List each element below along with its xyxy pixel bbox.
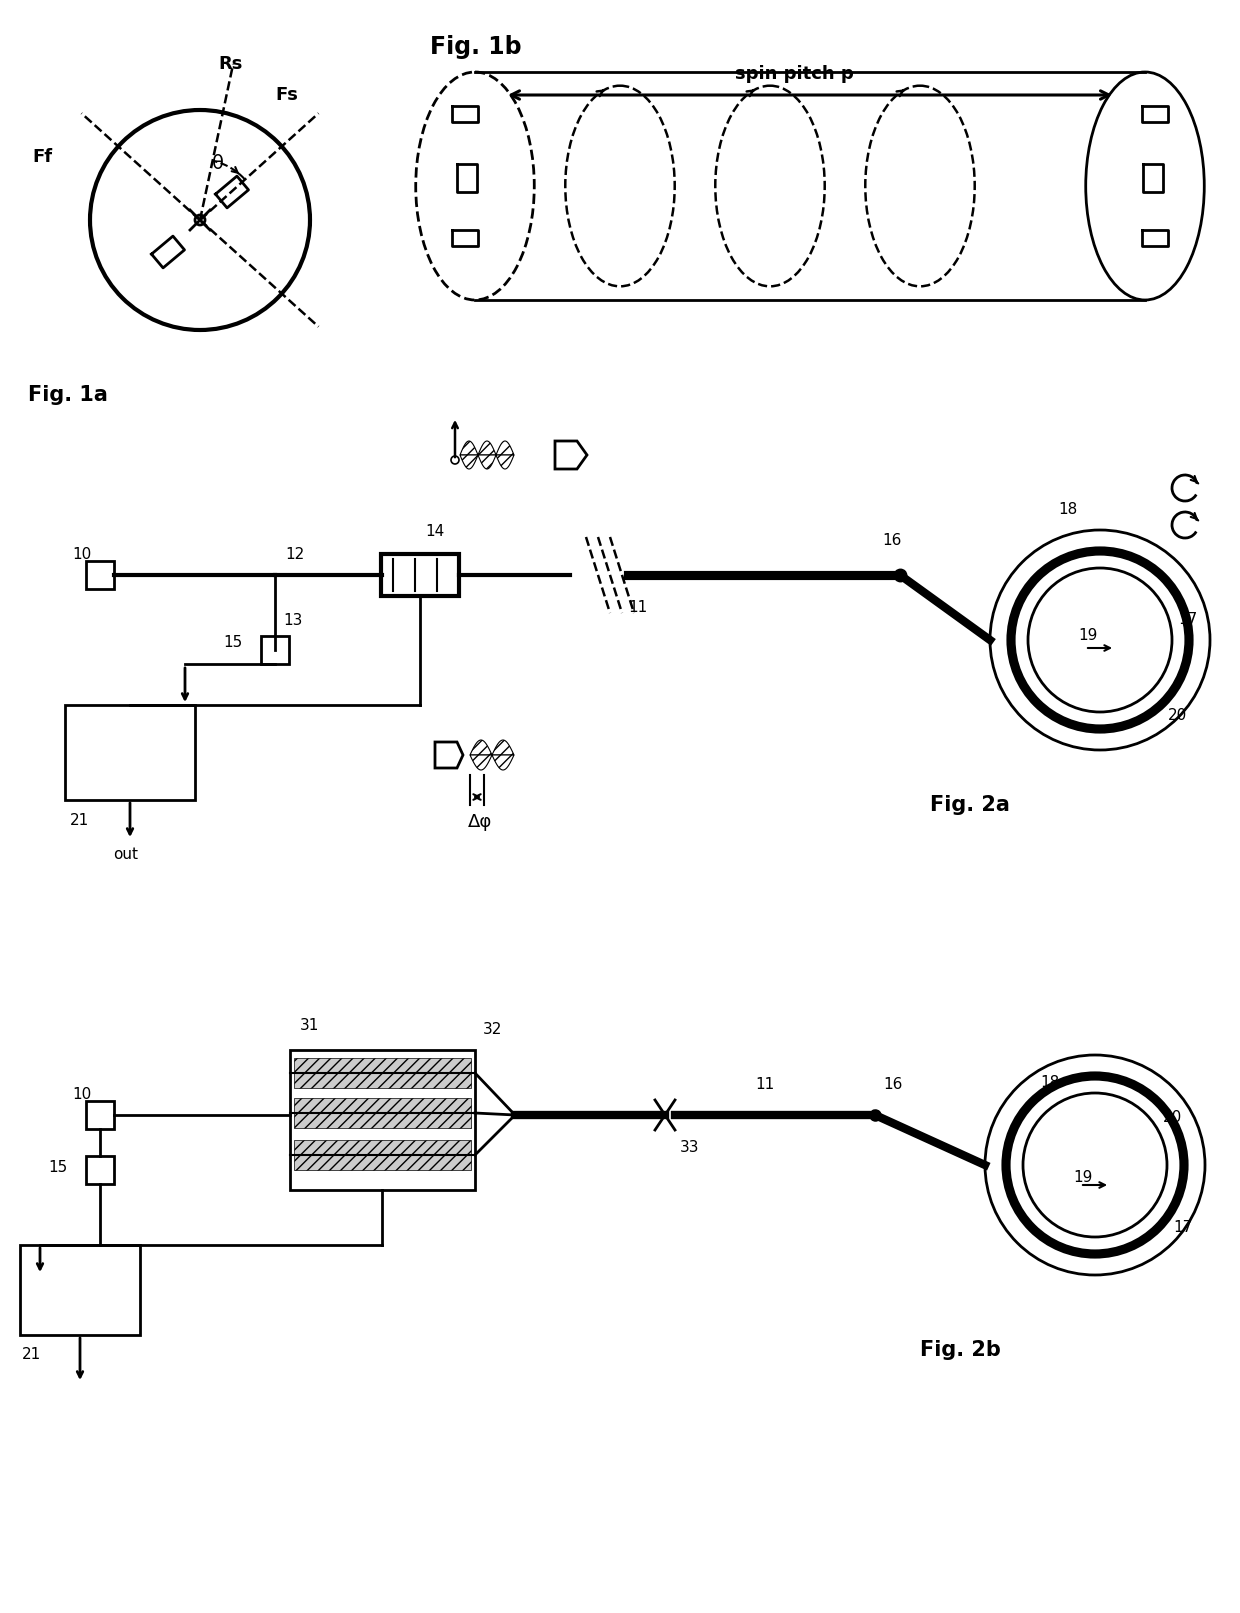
Text: 16: 16 (883, 1077, 903, 1092)
Polygon shape (556, 440, 587, 469)
Text: 33: 33 (680, 1140, 699, 1155)
Polygon shape (477, 440, 496, 455)
Polygon shape (496, 440, 515, 455)
FancyBboxPatch shape (86, 1102, 114, 1129)
Polygon shape (470, 740, 492, 755)
Text: 10: 10 (72, 547, 92, 561)
FancyBboxPatch shape (294, 1098, 471, 1127)
FancyBboxPatch shape (64, 705, 195, 800)
Text: out: out (113, 847, 138, 861)
Text: 16: 16 (882, 532, 901, 548)
Text: spin pitch p: spin pitch p (735, 65, 854, 82)
FancyBboxPatch shape (294, 1058, 471, 1089)
Polygon shape (460, 440, 477, 455)
Text: 12: 12 (285, 547, 304, 561)
Text: 11: 11 (755, 1077, 774, 1092)
Text: 20: 20 (1163, 1110, 1182, 1124)
Text: 21: 21 (69, 813, 89, 827)
Text: Fig. 2a: Fig. 2a (930, 795, 1009, 815)
FancyBboxPatch shape (260, 636, 289, 665)
Text: 15: 15 (48, 1160, 67, 1174)
Text: 18: 18 (1040, 1074, 1059, 1090)
Text: Rs: Rs (218, 55, 242, 73)
FancyBboxPatch shape (290, 1050, 475, 1190)
Polygon shape (470, 755, 492, 769)
FancyBboxPatch shape (86, 561, 114, 589)
FancyBboxPatch shape (294, 1140, 471, 1169)
Text: 14: 14 (425, 524, 444, 539)
Text: 21: 21 (22, 1347, 41, 1361)
Text: Fs: Fs (275, 85, 298, 103)
Polygon shape (492, 740, 515, 755)
Polygon shape (496, 455, 515, 469)
Polygon shape (460, 455, 477, 469)
Text: 11: 11 (627, 600, 647, 615)
Text: 32: 32 (484, 1023, 502, 1037)
Text: 15: 15 (223, 636, 242, 650)
Text: 13: 13 (283, 613, 303, 627)
Polygon shape (477, 455, 496, 469)
Text: 19: 19 (1073, 1169, 1092, 1186)
Text: Δφ: Δφ (467, 813, 492, 831)
Text: Fig. 1b: Fig. 1b (430, 35, 522, 60)
Polygon shape (492, 755, 515, 769)
FancyBboxPatch shape (20, 1245, 140, 1336)
Text: 18: 18 (1058, 502, 1078, 518)
Polygon shape (435, 742, 463, 768)
Text: 17: 17 (1173, 1219, 1192, 1236)
FancyBboxPatch shape (381, 553, 459, 595)
Text: Fig. 1a: Fig. 1a (29, 386, 108, 405)
Text: 31: 31 (300, 1018, 320, 1032)
Text: θ: θ (212, 153, 224, 173)
Text: Ff: Ff (32, 148, 53, 166)
Text: Fig. 2b: Fig. 2b (920, 1340, 1001, 1360)
Text: 20: 20 (1168, 708, 1187, 723)
FancyBboxPatch shape (86, 1157, 114, 1184)
Text: 10: 10 (72, 1087, 92, 1102)
Text: 19: 19 (1078, 627, 1097, 644)
Text: 17: 17 (1178, 611, 1198, 627)
